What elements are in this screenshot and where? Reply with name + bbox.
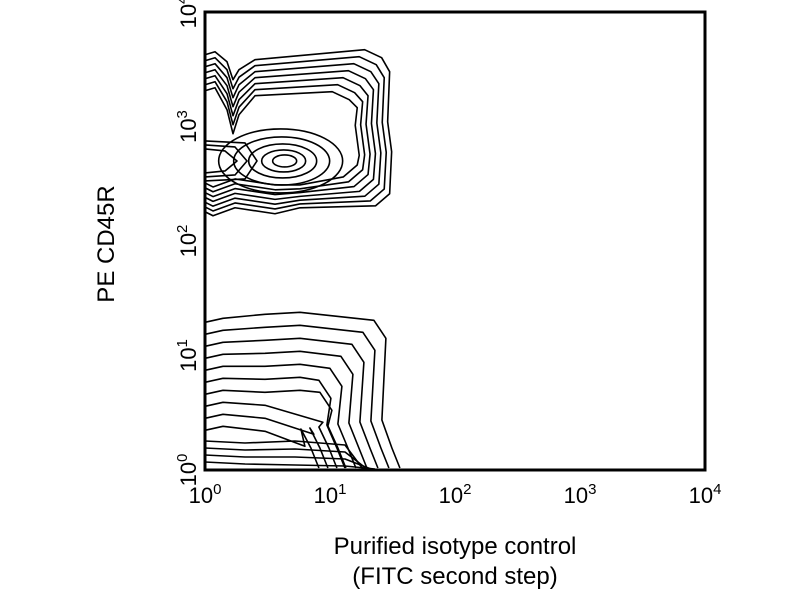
contour-lower [204, 425, 320, 469]
y-tick-label: 100 [174, 454, 201, 487]
contour-lower-base [204, 440, 364, 470]
contour-lines [204, 48, 401, 470]
contour-upper-outer [204, 55, 388, 212]
contour-lower [204, 324, 390, 469]
y-tick-label: 101 [174, 339, 201, 372]
x-tick-label: 104 [689, 481, 722, 508]
x-axis-label-line-2: (FITC second step) [352, 563, 558, 590]
y-tick-label: 104 [174, 0, 201, 28]
x-tick-label: 101 [314, 481, 347, 508]
contour-upper-core [232, 136, 331, 186]
y-axis-ticks: 100 101 102 103 104 [174, 0, 201, 486]
y-axis-label: PE CD45R [93, 185, 120, 303]
contour-lower [204, 389, 347, 469]
contour-upper-outer [204, 80, 366, 193]
contour-upper-outer [204, 68, 377, 203]
y-tick-label: 103 [174, 110, 201, 143]
contour-lower [204, 350, 368, 469]
x-tick-label: 103 [564, 481, 597, 508]
contour-upper-outer [204, 48, 393, 217]
contour-upper-core [217, 128, 344, 194]
contour-upper-outer [204, 74, 371, 198]
contour-upper-core [271, 154, 298, 168]
plot-frame [203, 10, 707, 472]
contour-lower-base [204, 461, 376, 470]
contour-upper-left-arc [204, 144, 248, 178]
contour-lower-base [204, 454, 372, 470]
contour-lower [204, 311, 401, 469]
x-tick-label: 100 [189, 481, 222, 508]
contour-upper-outer [204, 62, 382, 207]
contour-lower [204, 363, 357, 469]
x-axis-label-line-1: Purified isotype control [333, 533, 577, 560]
contour-upper-left-arc [204, 148, 238, 174]
x-tick-label: 102 [439, 481, 472, 508]
contour-lower [204, 413, 329, 469]
contour-lower-base [204, 447, 368, 470]
x-axis-ticks: 100 101 102 103 104 [189, 481, 722, 508]
contour-lower [204, 337, 379, 469]
y-tick-label: 102 [174, 225, 201, 258]
contour-lower [204, 401, 338, 469]
contour-upper-core [247, 143, 318, 179]
contour-upper-left-arc [204, 140, 258, 182]
contour-upper-core [260, 149, 307, 173]
